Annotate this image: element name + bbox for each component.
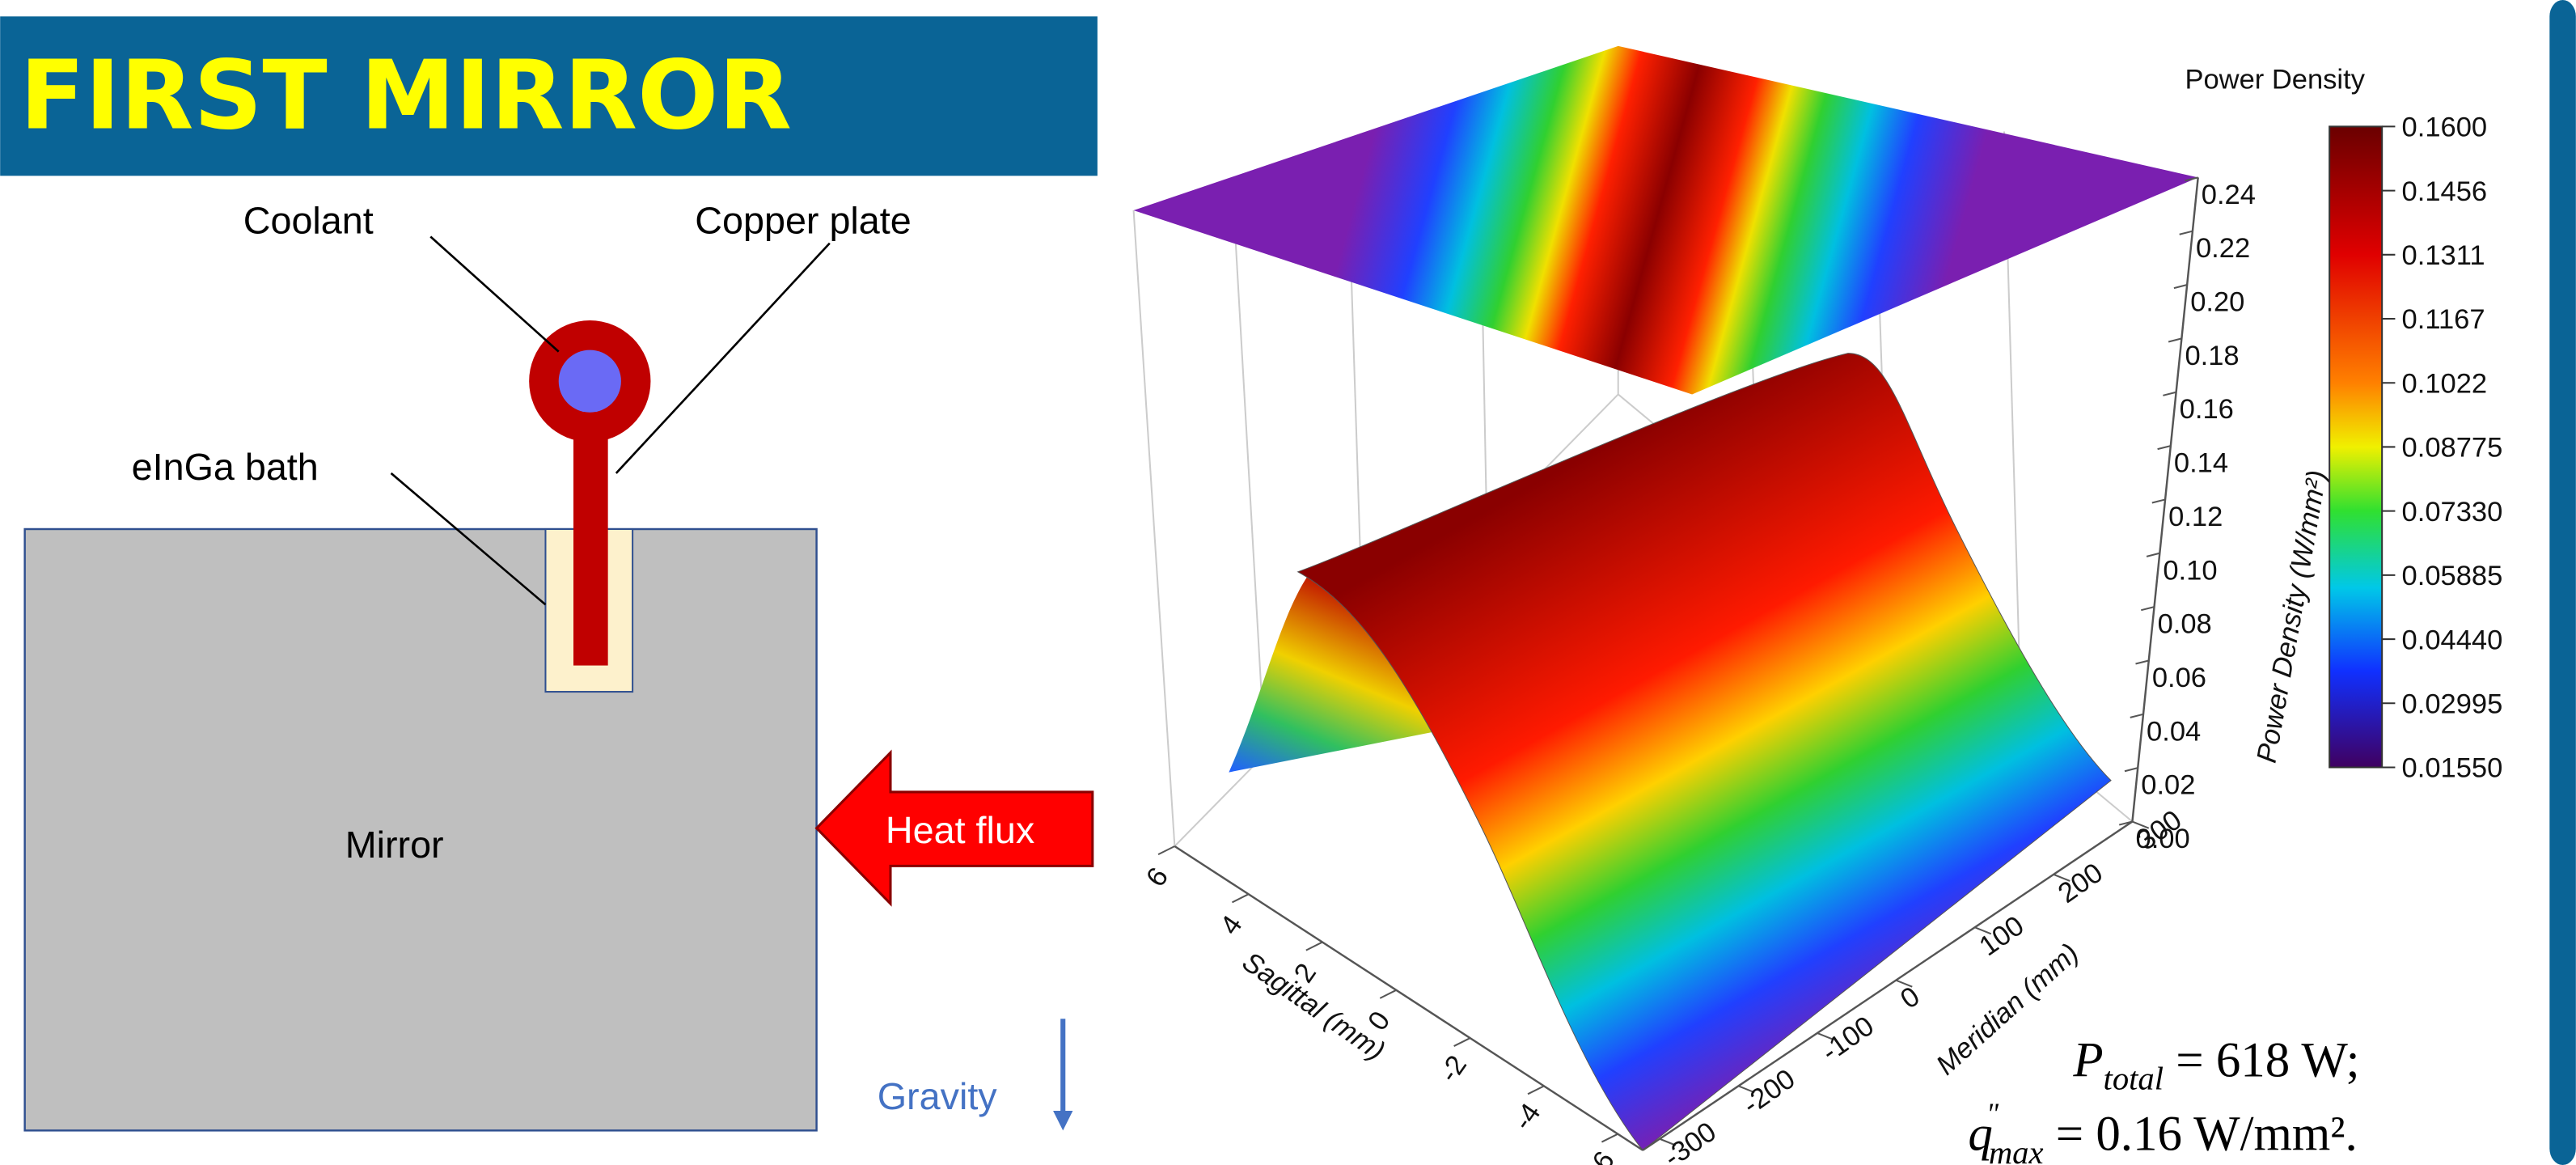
z-tick-label: 0.16: [2180, 394, 2234, 425]
z-tick-label: 0.18: [2185, 341, 2239, 371]
label: eInGa bath: [132, 446, 319, 488]
coolant: [559, 350, 621, 413]
label: Gravity: [878, 1075, 998, 1117]
colorbar-tick-label: 0.05885: [2402, 561, 2503, 591]
y-tick-label: -100: [1817, 1010, 1880, 1068]
z-tick: [2168, 338, 2181, 341]
z-tick-label: 0.20: [2190, 287, 2244, 318]
z-tick: [2174, 285, 2187, 288]
y-tick-label: 200: [2053, 858, 2109, 909]
formula: q"max = 0.16 W/mm².: [1968, 1097, 2357, 1165]
x-tick-label: -6: [1581, 1146, 1621, 1165]
z-tick-label: 0.14: [2174, 448, 2228, 479]
colorbar-tick-label: 0.02995: [2402, 688, 2503, 719]
colorbar-tick-label: 0.08775: [2402, 433, 2503, 464]
z-tick-label: 0.06: [2152, 663, 2206, 693]
label: Copper plate: [695, 199, 911, 241]
label: Coolant: [243, 199, 374, 241]
x-tick: [1306, 942, 1322, 950]
colorbar-tick-label: 0.1167: [2402, 304, 2485, 335]
z-tick: [2163, 392, 2176, 396]
formula: Ptotal = 618 W;: [2072, 1033, 2359, 1096]
axis-title: Meridian (mm): [1931, 938, 2085, 1081]
axis-title: Sagittal (mm): [1237, 947, 1390, 1067]
x-tick: [1158, 846, 1174, 854]
z-tick: [2158, 446, 2171, 449]
x-tick: [1528, 1086, 1544, 1094]
x-tick-label: 4: [1214, 910, 1248, 941]
x-tick: [1380, 990, 1396, 998]
z-tick-label: 0.10: [2163, 555, 2217, 586]
y-tick-label: 0: [1895, 981, 1926, 1015]
x-tick: [1232, 894, 1248, 902]
y-tick-label: 100: [1974, 910, 2030, 962]
z-tick: [2130, 714, 2143, 718]
z-tick: [2180, 231, 2193, 235]
x-tick-label: 6: [1140, 862, 1174, 893]
x-tick: [1454, 1038, 1470, 1046]
z-tick: [2136, 660, 2149, 663]
z-tick-label: 0.02: [2141, 770, 2195, 801]
z-tick: [2147, 553, 2159, 557]
colorbar-tick-label: 0.1600: [2402, 112, 2488, 143]
z-tick-label: 0.24: [2202, 180, 2256, 210]
z-tick-label: 0.08: [2158, 609, 2212, 640]
colorbar: [2329, 126, 2382, 767]
z-tick-label: 0.22: [2196, 233, 2250, 264]
colorbar-tick-label: 0.1456: [2402, 176, 2488, 207]
x-tick: [1601, 1133, 1618, 1142]
header-title: FIRST MIRROR: [20, 40, 792, 150]
frame-edge: [2549, 0, 2575, 1165]
slide: FIRST MIRROR Coolant Copper plate eInGa …: [0, 0, 2576, 1165]
x-tick-label: -2: [1433, 1050, 1473, 1088]
z-tick: [2125, 768, 2138, 771]
colorbar-tick-label: 0.1022: [2402, 368, 2488, 399]
colorbar-title: Power Density: [2185, 65, 2365, 95]
x-tick-label: -4: [1508, 1098, 1547, 1136]
y-tick-label: -200: [1737, 1064, 1800, 1121]
z-tick: [2141, 607, 2154, 610]
projection-plane: [1134, 46, 2198, 395]
colorbar-tick-label: 0.04440: [2402, 625, 2503, 655]
z-tick: [2152, 499, 2165, 502]
colorbar-tick-label: 0.1311: [2402, 240, 2485, 271]
colorbar-tick-label: 0.01550: [2402, 753, 2503, 784]
label: Heat flux: [886, 809, 1034, 851]
colorbar-tick-label: 0.07330: [2402, 497, 2503, 527]
z-tick-label: 0.12: [2168, 502, 2223, 532]
z-tick-label: 0.04: [2147, 716, 2201, 747]
axis-title: Power Density (W/mm²): [2252, 468, 2333, 765]
label: Mirror: [345, 824, 444, 866]
gravity-arrow-head: [1053, 1111, 1072, 1130]
